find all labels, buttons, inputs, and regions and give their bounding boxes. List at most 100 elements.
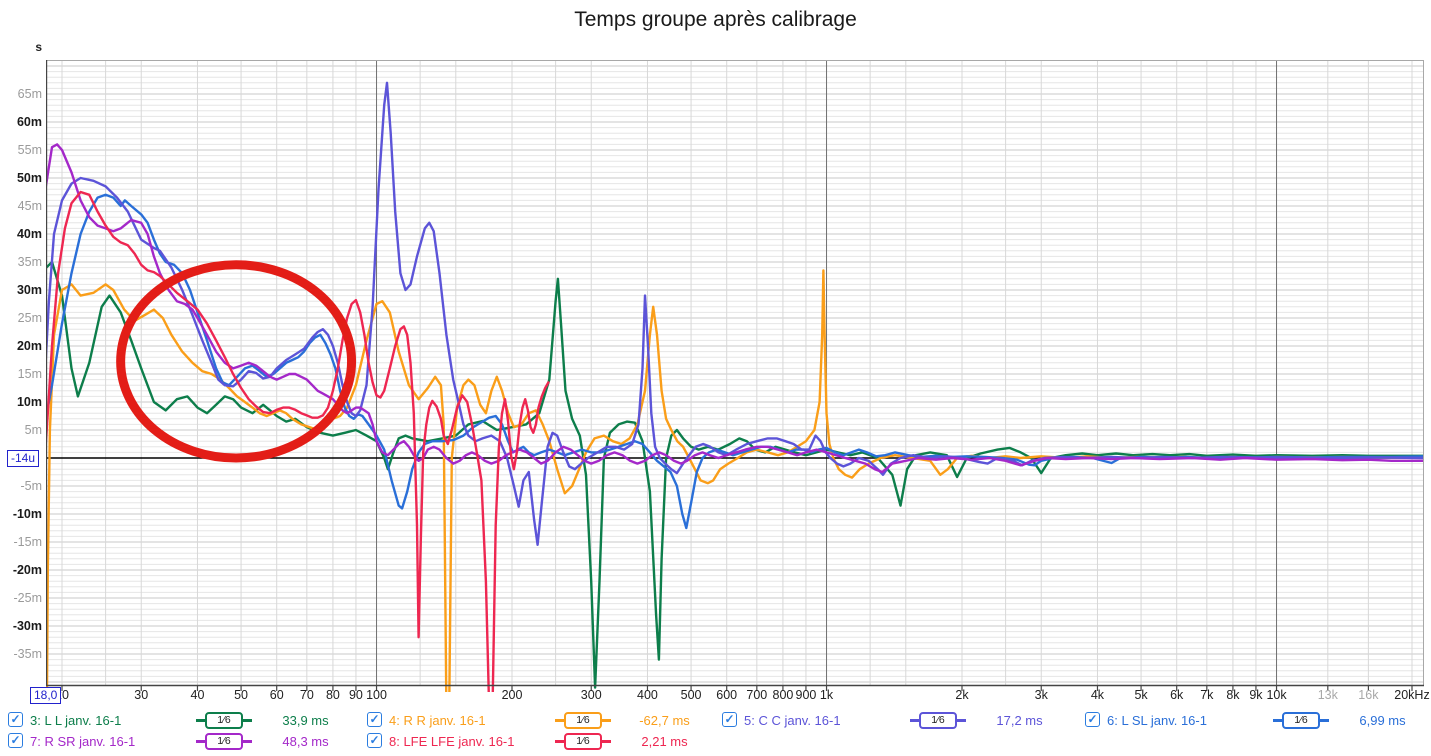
smoothing-value-box[interactable]: 1⁄6 (1282, 712, 1320, 729)
x-tick-label: 100 (366, 688, 387, 702)
legend-item-s6: ✓ 6: L SL janv. 16-1 1⁄6 6,99 ms (1085, 712, 1431, 730)
x-tick-label: 3k (1034, 688, 1048, 702)
x-tick-label: 400 (637, 688, 658, 702)
x-tick-label: 20kHz (1394, 688, 1430, 702)
trace-sample-line (196, 740, 205, 743)
legend-label[interactable]: 3: L L janv. 16-1 (30, 713, 122, 728)
x-tick-label: 2k (955, 688, 969, 702)
trace-sample-line (1273, 719, 1282, 722)
y-tick-label: 25m (17, 311, 42, 325)
legend-checkbox-s7[interactable]: ✓ (8, 733, 23, 748)
x-tick-label: 10k (1266, 688, 1287, 702)
y-tick-label: 15m (17, 367, 42, 381)
legend-label[interactable]: 7: R SR janv. 16-1 (30, 734, 136, 749)
x-tick-label: 200 (501, 688, 523, 702)
y-tick-label: 60m (16, 115, 42, 129)
y-axis-unit: s (35, 40, 42, 54)
trace-sample-line (555, 740, 564, 743)
y-tick-label: -25m (13, 591, 42, 605)
y-tick-label: 45m (17, 199, 42, 213)
legend-checkbox-s3[interactable]: ✓ (8, 712, 23, 727)
smoothing-value-box[interactable]: 1⁄6 (205, 733, 243, 750)
trace-sample-line (243, 740, 252, 743)
legend-checkbox-s4[interactable]: ✓ (367, 712, 382, 727)
x-tick-label: 1k (819, 688, 834, 702)
x-tick-label: 500 (680, 688, 702, 702)
x-tick-label: 600 (716, 688, 738, 702)
legend-checkbox-s5[interactable]: ✓ (722, 712, 737, 727)
y-tick-label: 30m (16, 283, 42, 297)
y-tick-label: 50m (16, 171, 42, 185)
x-tick-label: 40 (190, 688, 205, 702)
legend-label[interactable]: 8: LFE LFE janv. 16-1 (389, 734, 515, 749)
trace-sample-line (910, 719, 919, 722)
x-tick-label: 16k (1358, 688, 1379, 702)
trace-s7[interactable] (46, 143, 1424, 474)
x-tick-label: 90 (348, 688, 363, 702)
smoothing-widget: 1⁄6 (196, 733, 252, 750)
legend-cursor-value: 48,3 ms (282, 734, 329, 749)
trace-sample-line (957, 719, 966, 722)
legend-label[interactable]: 4: R R janv. 16-1 (389, 713, 486, 728)
x-tick-label: 50 (234, 688, 249, 702)
legend-item-s7: ✓ 7: R SR janv. 16-1 1⁄6 48,3 ms (8, 733, 358, 751)
x-tick-label: 70 (299, 688, 314, 702)
legend-label[interactable]: 5: C C janv. 16-1 (744, 713, 841, 728)
y-tick-label: 35m (17, 255, 42, 269)
x-tick-label: 60 (269, 688, 284, 702)
x-tick-label: 6k (1170, 688, 1184, 702)
y-tick-label: -5m (20, 479, 42, 493)
smoothing-widget: 1⁄6 (1273, 712, 1329, 729)
x-tick-label: 9k (1249, 688, 1263, 702)
trace-s3[interactable] (46, 260, 1424, 689)
y-tick-label: 65m (17, 87, 42, 101)
y-tick-label: -20m (12, 563, 42, 577)
legend-cursor-value: 6,99 ms (1359, 713, 1406, 728)
smoothing-value-box[interactable]: 1⁄6 (564, 733, 602, 750)
y-tick-label: 55m (17, 143, 42, 157)
smoothing-widget: 1⁄6 (196, 712, 252, 729)
legend-checkbox-s6[interactable]: ✓ (1085, 712, 1100, 727)
x-tick-label: 300 (580, 688, 602, 702)
smoothing-value-box[interactable]: 1⁄6 (919, 712, 957, 729)
legend-item-s3: ✓ 3: L L janv. 16-1 1⁄6 33,9 ms (8, 712, 358, 730)
x-tick-label: 7k (1200, 688, 1214, 702)
smoothing-widget: 1⁄6 (555, 712, 611, 729)
x-tick-label: 80 (325, 688, 340, 702)
y-tick-label: 20m (16, 339, 42, 353)
legend-cursor-value: -62,7 ms (639, 713, 690, 728)
y-tick-label: 10m (16, 395, 42, 409)
trace-s8[interactable] (46, 190, 550, 692)
y-tick-label: -10m (12, 507, 42, 521)
trace-sample-line (555, 719, 564, 722)
page-title: Temps groupe après calibrage (574, 8, 857, 31)
legend-item-s4: ✓ 4: R R janv. 16-1 1⁄6 -62,7 ms (367, 712, 717, 730)
trace-sample-line (196, 719, 205, 722)
smoothing-widget: 1⁄6 (910, 712, 966, 729)
y-tick-label: -35m (13, 647, 42, 661)
x-tick-label: 800 (772, 688, 794, 702)
x-tick-label: 13k (1317, 688, 1338, 702)
chart-svg[interactable] (46, 60, 1424, 692)
smoothing-widget: 1⁄6 (555, 733, 611, 750)
smoothing-value-box[interactable]: 1⁄6 (205, 712, 243, 729)
trace-sample-line (602, 740, 611, 743)
smoothing-value-box[interactable]: 1⁄6 (564, 712, 602, 729)
legend-item-s8: ✓ 8: LFE LFE janv. 16-1 1⁄6 2,21 ms (367, 733, 717, 751)
trace-sample-line (243, 719, 252, 722)
trace-sample-line (1320, 719, 1329, 722)
legend-cursor-value: 33,9 ms (282, 713, 329, 728)
legend-cursor-value: 17,2 ms (996, 713, 1043, 728)
legend-checkbox-s8[interactable]: ✓ (367, 733, 382, 748)
y-tick-label: -30m (12, 619, 42, 633)
legend-cursor-value: 2,21 ms (641, 734, 688, 749)
x-tick-label: 30 (134, 688, 149, 702)
x-tick-label: 4k (1090, 688, 1105, 702)
x-tick-label: 8k (1226, 688, 1240, 702)
cursor-value-readout: -14u (7, 450, 40, 467)
legend-item-s5: ✓ 5: C C janv. 16-1 1⁄6 17,2 ms (722, 712, 1072, 730)
x-tick-label: 700 (746, 688, 768, 702)
x-tick-label: 5k (1134, 688, 1148, 702)
legend-label[interactable]: 6: L SL janv. 16-1 (1107, 713, 1207, 728)
